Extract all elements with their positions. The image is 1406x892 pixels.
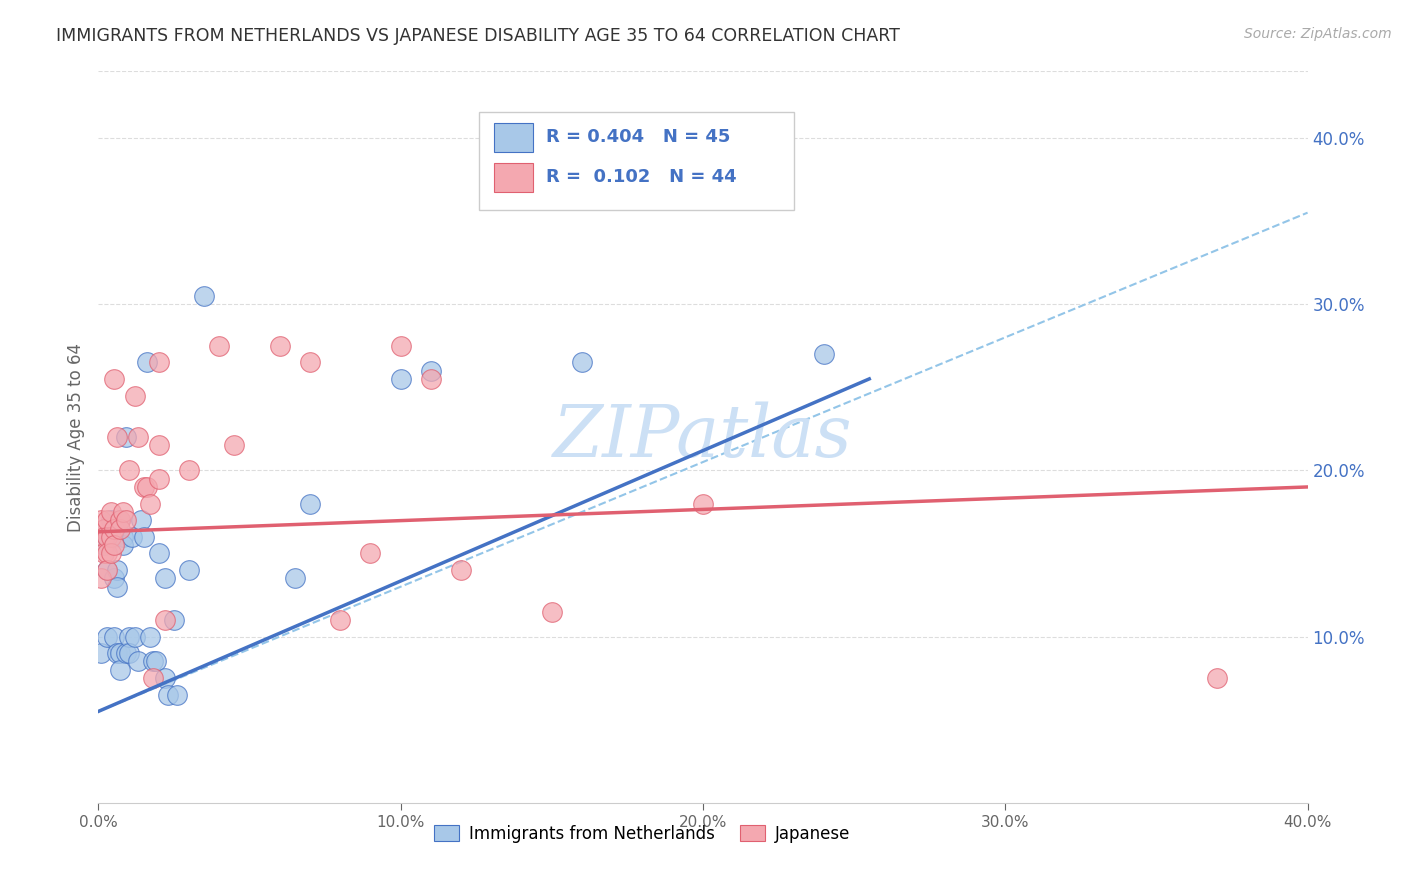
Point: [96, 563, 118, 577]
Text: R = 0.404   N = 45: R = 0.404 N = 45: [546, 128, 730, 146]
Point: [166, 688, 188, 702]
Point: [114, 513, 136, 527]
Point: [100, 546, 122, 560]
Point: [114, 646, 136, 660]
Point: [179, 463, 201, 477]
Point: [540, 605, 562, 619]
Point: [135, 355, 157, 369]
Point: [389, 372, 412, 386]
Point: [96, 530, 118, 544]
Point: [135, 480, 157, 494]
Point: [153, 571, 176, 585]
Point: [156, 688, 179, 702]
Point: [93, 538, 115, 552]
Point: [103, 538, 125, 552]
Point: [299, 497, 322, 511]
Point: [153, 613, 176, 627]
Point: [163, 613, 186, 627]
Point: [420, 363, 443, 377]
Point: [389, 338, 412, 352]
Point: [108, 646, 131, 660]
Point: [132, 480, 155, 494]
Text: Source: ZipAtlas.com: Source: ZipAtlas.com: [1244, 27, 1392, 41]
Point: [93, 530, 115, 544]
Point: [105, 646, 128, 660]
Point: [111, 530, 134, 544]
Point: [108, 663, 131, 677]
Point: [105, 430, 128, 444]
Point: [193, 289, 215, 303]
Point: [124, 630, 146, 644]
Point: [100, 530, 122, 544]
Point: [208, 338, 231, 352]
Point: [103, 571, 125, 585]
Point: [1206, 671, 1229, 685]
Point: [93, 521, 115, 535]
Point: [121, 530, 143, 544]
FancyBboxPatch shape: [479, 112, 793, 211]
Text: IMMIGRANTS FROM NETHERLANDS VS JAPANESE DISABILITY AGE 35 TO 64 CORRELATION CHAR: IMMIGRANTS FROM NETHERLANDS VS JAPANESE …: [56, 27, 900, 45]
Point: [127, 655, 149, 669]
Point: [179, 563, 201, 577]
Point: [813, 347, 835, 361]
Point: [224, 438, 246, 452]
Point: [142, 671, 165, 685]
Point: [145, 655, 167, 669]
Point: [103, 530, 125, 544]
Point: [148, 355, 170, 369]
Point: [132, 530, 155, 544]
Point: [142, 655, 165, 669]
Point: [127, 430, 149, 444]
Point: [100, 505, 122, 519]
Point: [148, 472, 170, 486]
Text: ZIPatlas: ZIPatlas: [553, 401, 853, 473]
Point: [105, 580, 128, 594]
Point: [90, 646, 112, 660]
Point: [114, 430, 136, 444]
Point: [103, 372, 125, 386]
Point: [118, 463, 141, 477]
Point: [118, 646, 141, 660]
Point: [100, 513, 122, 527]
Point: [90, 571, 112, 585]
Point: [103, 630, 125, 644]
Point: [111, 538, 134, 552]
Point: [96, 546, 118, 560]
Point: [96, 630, 118, 644]
Point: [105, 563, 128, 577]
Point: [103, 521, 125, 535]
Point: [111, 505, 134, 519]
Point: [692, 497, 714, 511]
Point: [124, 388, 146, 402]
Point: [148, 546, 170, 560]
Point: [148, 438, 170, 452]
FancyBboxPatch shape: [494, 163, 533, 192]
Point: [284, 571, 307, 585]
Point: [108, 513, 131, 527]
Point: [108, 521, 131, 535]
Point: [96, 530, 118, 544]
Point: [329, 613, 352, 627]
Point: [90, 513, 112, 527]
Point: [96, 513, 118, 527]
Point: [96, 563, 118, 577]
Point: [269, 338, 291, 352]
Text: R =  0.102   N = 44: R = 0.102 N = 44: [546, 169, 737, 186]
Point: [118, 630, 141, 644]
Point: [139, 497, 162, 511]
Point: [360, 546, 382, 560]
FancyBboxPatch shape: [494, 122, 533, 152]
Point: [299, 355, 322, 369]
Legend: Immigrants from Netherlands, Japanese: Immigrants from Netherlands, Japanese: [427, 818, 858, 849]
Point: [450, 563, 472, 577]
Y-axis label: Disability Age 35 to 64: Disability Age 35 to 64: [66, 343, 84, 532]
Point: [100, 530, 122, 544]
Point: [93, 546, 115, 560]
Point: [153, 671, 176, 685]
Point: [129, 513, 152, 527]
Point: [108, 513, 131, 527]
Point: [420, 372, 443, 386]
Point: [571, 355, 593, 369]
Point: [139, 630, 162, 644]
